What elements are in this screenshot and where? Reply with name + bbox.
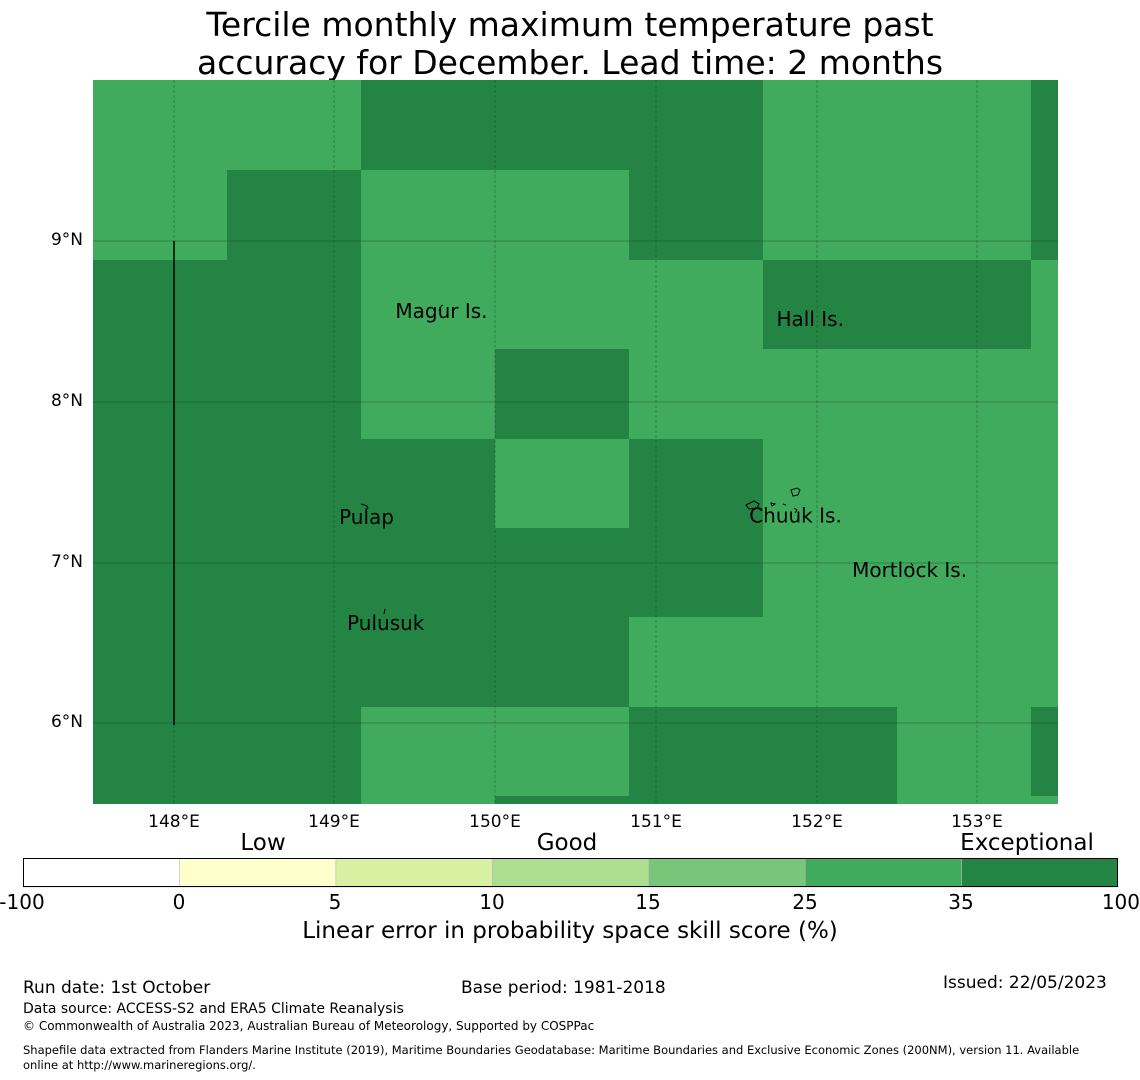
colorbar-label: Linear error in probability space skill … <box>302 918 838 944</box>
colorbar-category-exceptional: Exceptional <box>960 830 1094 856</box>
title-line-1: Tercile monthly maximum temperature past <box>206 5 934 44</box>
colorbar-swatch <box>961 858 1118 888</box>
grid-cell <box>495 796 629 804</box>
lon-tick-label: 150°E <box>469 812 521 832</box>
colorbar-tick-label: 10 <box>479 890 505 914</box>
grid-cell <box>495 528 629 707</box>
pulap-island-shape <box>360 503 369 510</box>
grid-cell <box>763 260 1031 349</box>
lon-tick-label: 153°E <box>951 812 1003 832</box>
skill-map: Magur Is. Hall Is. Pulap Chuuk Is. Mortlock … <box>93 80 1058 804</box>
lon-tick-label: 152°E <box>791 812 843 832</box>
colorbar <box>23 858 1118 888</box>
shapefile-credit-line-1: Shapefile data extracted from Flanders M… <box>23 1043 1080 1057</box>
shapefile-credit-line-2: online at http://www.marineregions.org/. <box>23 1058 256 1072</box>
grid-cell <box>629 707 897 804</box>
chart-title: Tercile monthly maximum temperature past… <box>0 6 1140 82</box>
grid-cell <box>361 80 763 170</box>
colorbar-swatch <box>648 858 806 888</box>
colorbar-tick-label: 0 <box>172 890 186 914</box>
colorbar-swatch <box>23 858 181 888</box>
lat-tick-label: 8°N <box>50 391 83 411</box>
island-shapes <box>360 304 914 615</box>
copyright: © Commonwealth of Australia 2023, Austra… <box>23 1019 595 1033</box>
map-gridlines <box>93 80 1058 804</box>
place-label: Chuuk Is. <box>749 503 842 527</box>
colorbar-swatch <box>804 858 963 888</box>
grid-cell <box>1031 707 1058 796</box>
colorbar-swatch <box>179 858 337 888</box>
place-label: Pulusuk <box>347 611 425 635</box>
pulusuk-island-shape <box>383 608 386 615</box>
colorbar-swatch <box>491 858 650 888</box>
place-labels: Magur Is. Hall Is. Pulap Chuuk Is. Mortlock … <box>339 299 967 635</box>
colorbar-category-low: Low <box>240 830 286 856</box>
colorbar-tick-label: 100 <box>1101 890 1140 914</box>
lon-tick-label: 149°E <box>308 812 360 832</box>
place-label: Hall Is. <box>777 307 844 331</box>
grid-cell <box>93 260 361 804</box>
grid-cell <box>629 439 763 617</box>
base-period: Base period: 1981-2018 <box>461 978 666 998</box>
lon-tick-label: 151°E <box>630 812 682 832</box>
title-line-2: accuracy for December. Lead time: 2 mont… <box>196 43 944 82</box>
place-label: Magur Is. <box>395 299 487 323</box>
colorbar-swatch <box>335 858 494 888</box>
colorbar-category-good: Good <box>536 830 598 856</box>
grid-cell <box>227 170 361 260</box>
chuuk-islands-shape <box>745 487 801 514</box>
grid-cell <box>629 170 763 260</box>
grid-cell <box>495 349 629 439</box>
colorbar-tick-label: 35 <box>948 890 974 914</box>
lon-tick-label: 148°E <box>148 812 200 832</box>
grid-cell <box>361 439 495 707</box>
skill-grid <box>93 80 1058 804</box>
place-label: Pulap <box>339 505 394 529</box>
colorbar-tick-label: 15 <box>635 890 661 914</box>
place-label: Mortlock Is. <box>852 558 967 582</box>
magur-island-shape <box>438 304 444 312</box>
colorbar-frame <box>23 858 1118 887</box>
lat-tick-label: 9°N <box>50 230 83 250</box>
grid-cell <box>1031 80 1058 260</box>
lat-tick-label: 7°N <box>50 552 83 572</box>
run-date: Run date: 1st October <box>23 978 211 998</box>
colorbar-tick-label: 25 <box>792 890 818 914</box>
data-source: Data source: ACCESS-S2 and ERA5 Climate … <box>23 1001 404 1017</box>
issued-date: Issued: 22/05/2023 <box>943 973 1107 993</box>
lat-tick-label: 6°N <box>50 712 83 732</box>
mortlock-island-shape <box>910 562 914 567</box>
colorbar-swatches <box>23 858 1118 888</box>
colorbar-tick-label: 5 <box>328 890 342 914</box>
colorbar-tick-label: -100 <box>0 890 45 914</box>
